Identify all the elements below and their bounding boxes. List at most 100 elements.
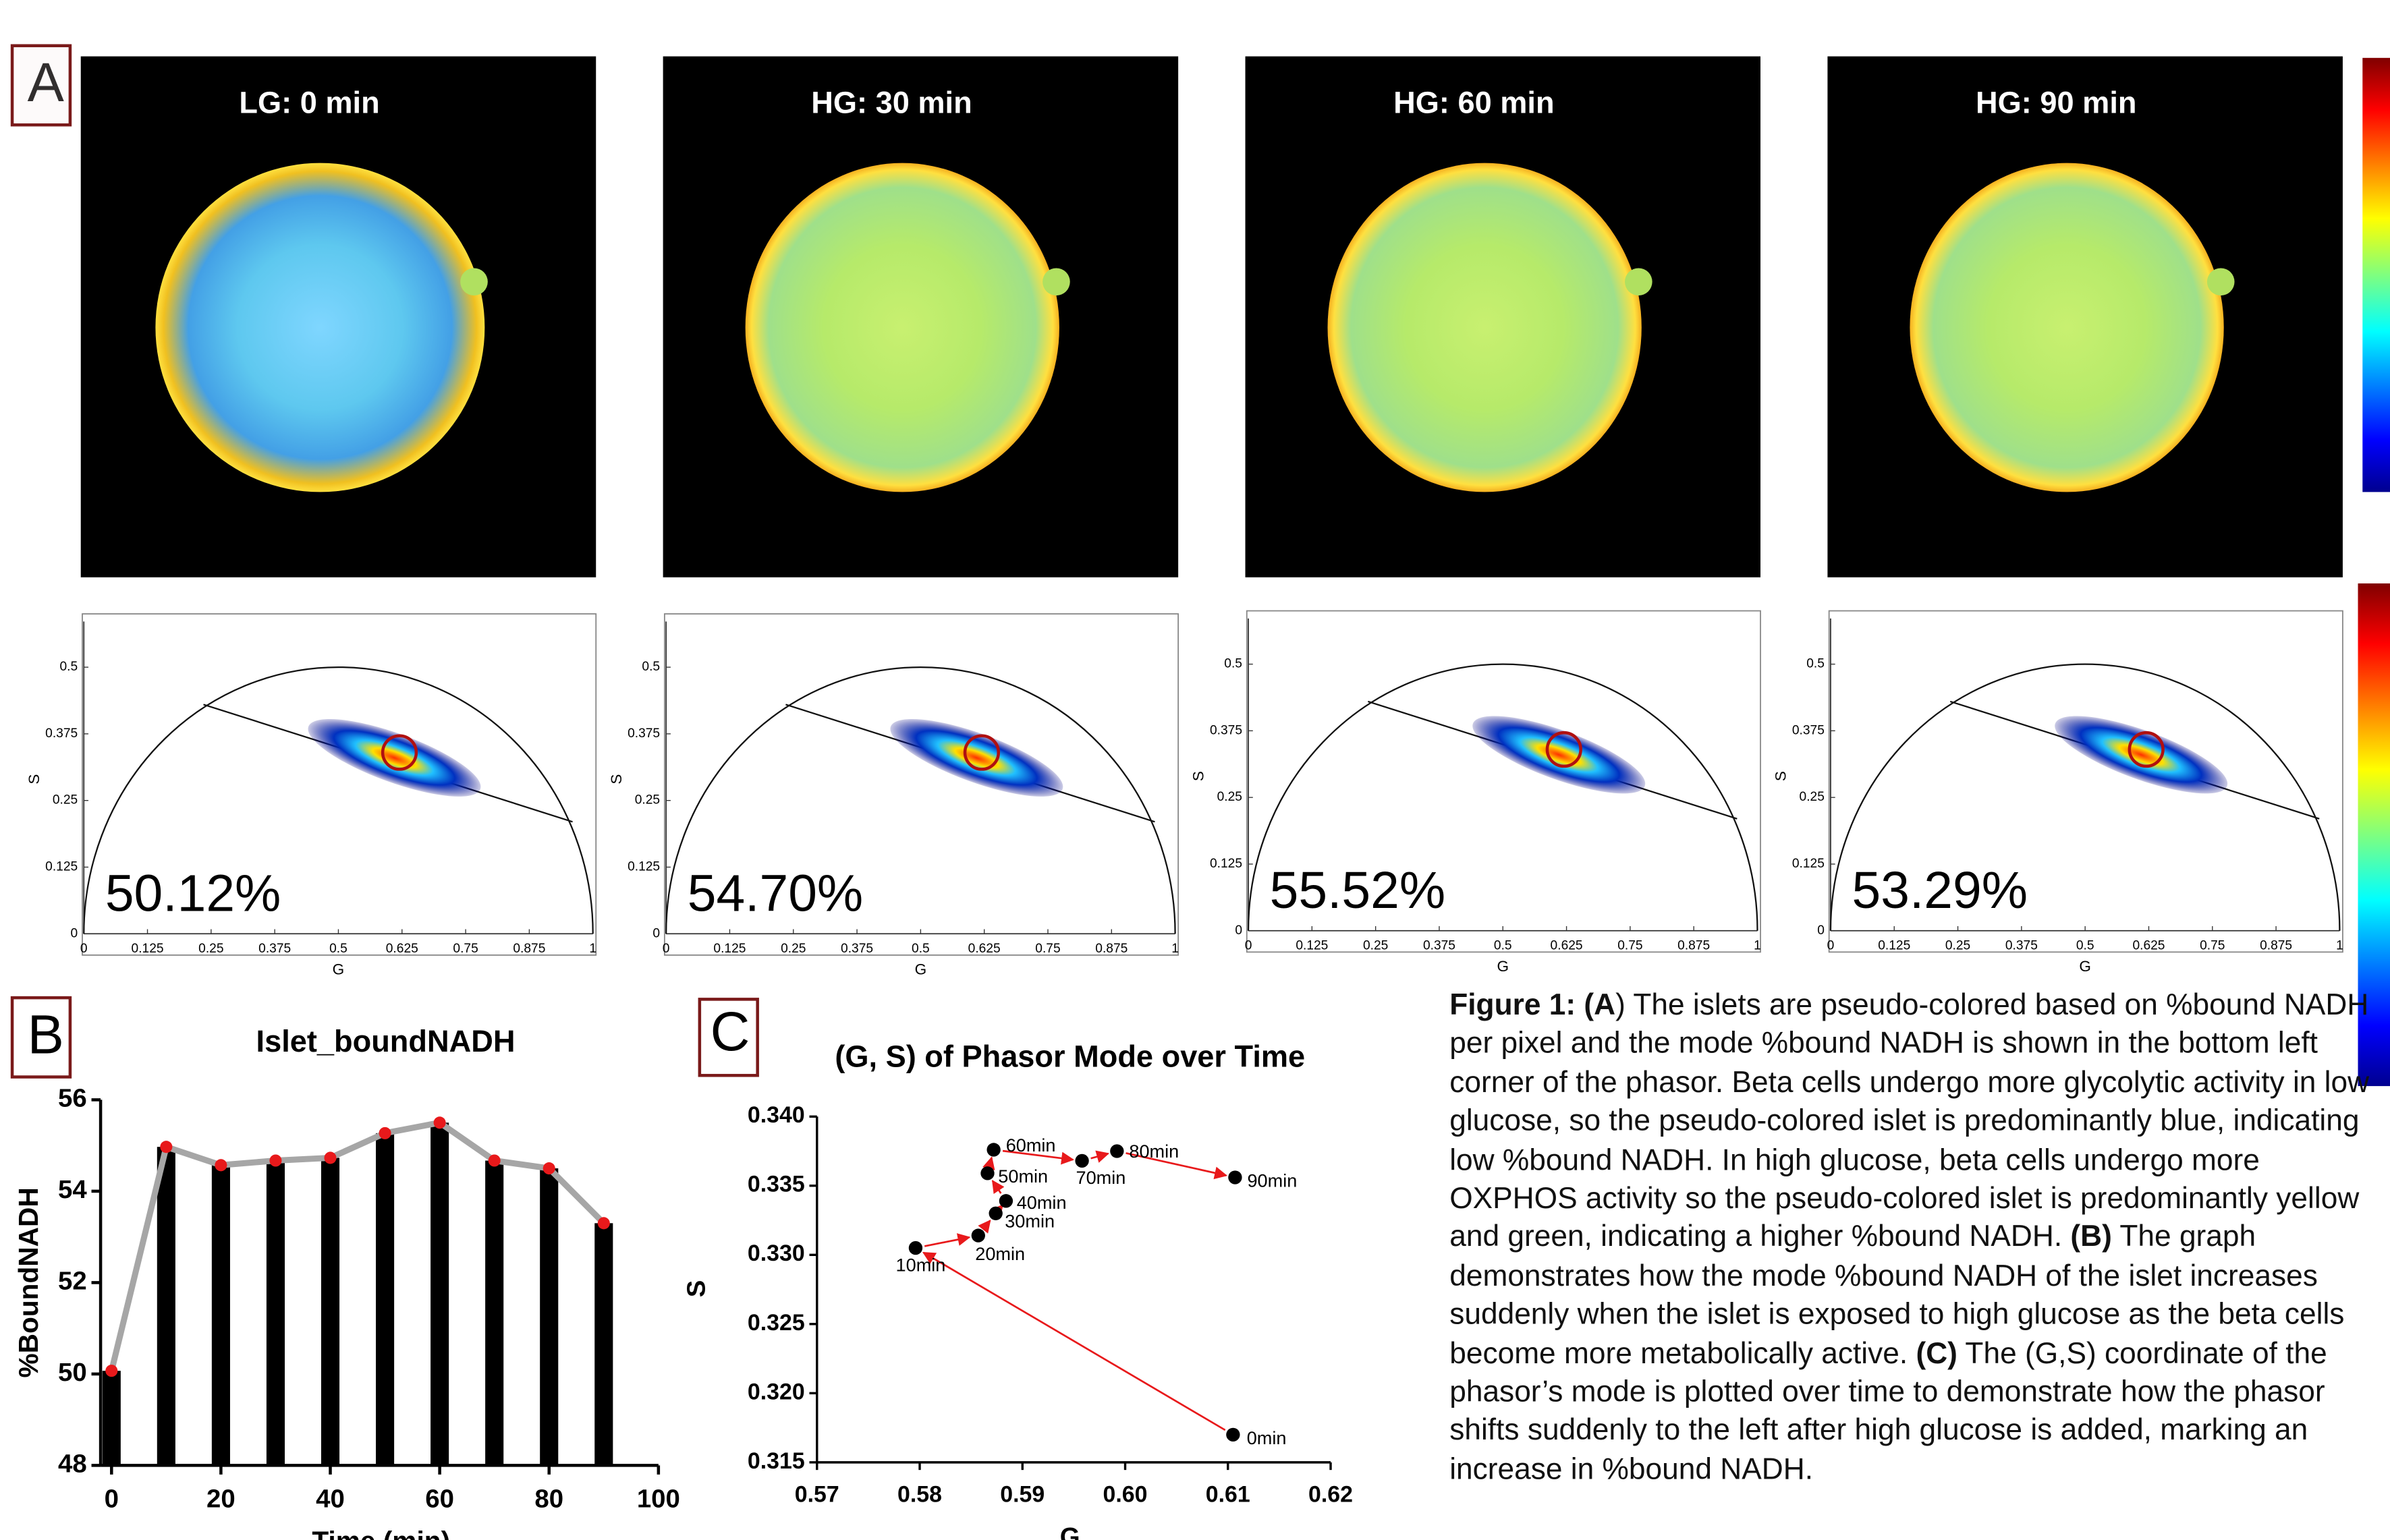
bar [376, 1133, 395, 1466]
marker [324, 1151, 337, 1164]
x-axis-label: G [1497, 958, 1509, 975]
marker [597, 1217, 610, 1230]
x-tick-label: 0.875 [2260, 938, 2292, 952]
arrow [978, 1219, 991, 1234]
point [908, 1240, 923, 1255]
panel-label: A [28, 52, 65, 113]
chart-title: (G, S) of Phasor Mode over Time [835, 1039, 1305, 1073]
bar [594, 1223, 613, 1466]
plot-frame [82, 613, 597, 956]
x-tick-label: 1 [1754, 938, 1761, 952]
y-axis-label: S [608, 774, 625, 785]
y-tick-label: 0.340 [748, 1102, 805, 1128]
point-label: 30min [1005, 1211, 1055, 1232]
marker [105, 1365, 118, 1377]
plot-frame [1246, 610, 1761, 953]
point-label: 80min [1129, 1141, 1179, 1162]
x-tick-label: 0.5 [912, 942, 930, 956]
y-tick-label: 0 [652, 926, 660, 940]
annotation: 54.70% [688, 864, 863, 922]
bar [430, 1122, 449, 1466]
point [980, 1166, 995, 1180]
y-tick-label: 0.375 [45, 726, 78, 741]
x-tick-label: 0.5 [1494, 938, 1512, 952]
universal-circle [83, 666, 594, 934]
x-tick-label: 20 [206, 1484, 235, 1513]
bar [102, 1371, 121, 1466]
point [1226, 1427, 1240, 1442]
y-tick-label: 0.335 [748, 1172, 805, 1197]
point [1110, 1144, 1124, 1158]
y-tick-label: 0.25 [53, 793, 78, 807]
islet-image [155, 163, 485, 492]
arrow [1125, 1152, 1228, 1180]
x-tick-label: 0.57 [795, 1482, 839, 1508]
x-tick-label: 80 [534, 1484, 563, 1513]
y-tick-label: 0.330 [748, 1240, 805, 1266]
y-tick-label: 48 [58, 1450, 87, 1479]
x-tick-label: 0.875 [1677, 938, 1710, 952]
marker [488, 1154, 501, 1167]
point-label: 50min [998, 1166, 1048, 1187]
y-tick-label: 50 [58, 1358, 87, 1387]
x-axis-label: G [333, 961, 345, 977]
x-tick-label: 0.25 [781, 942, 806, 956]
colorbar [2358, 583, 2390, 1087]
colorbar [2362, 57, 2390, 492]
image-title: HG: 90 min [1976, 86, 2136, 120]
marker [379, 1127, 391, 1139]
point [971, 1228, 985, 1243]
image-title: HG: 30 min [811, 86, 972, 120]
x-tick-label: 60 [425, 1484, 454, 1513]
x-axis-label: G [1060, 1522, 1080, 1540]
marker [269, 1154, 282, 1167]
panel-label-box [698, 998, 759, 1077]
bar [321, 1158, 340, 1466]
caption-text: (C) [1916, 1336, 1957, 1371]
x-tick-label: 0.875 [513, 942, 545, 956]
islet-bud [1043, 268, 1070, 296]
cursor [2128, 731, 2165, 768]
y-tick-label: 0 [1235, 923, 1242, 938]
x-tick-label: 1 [589, 942, 596, 956]
x-tick-label: 0.875 [1095, 942, 1128, 956]
x-axis-label: G [2079, 958, 2091, 975]
point-label: 20min [975, 1243, 1025, 1264]
arrow [922, 1251, 1226, 1431]
y-tick-label: 0.375 [1792, 723, 1825, 737]
point [999, 1194, 1013, 1208]
x-tick-label: 0.61 [1206, 1482, 1250, 1508]
universal-circle [1829, 663, 2341, 931]
x-tick-label: 0.625 [2132, 938, 2165, 952]
annotation: 55.52% [1270, 861, 1445, 919]
cursor [381, 734, 418, 771]
panel-label-box [10, 996, 72, 1079]
x-tick-label: 0 [80, 942, 88, 956]
point [1228, 1170, 1242, 1185]
islet-image [745, 163, 1059, 492]
y-tick-label: 0 [1817, 923, 1825, 938]
point [986, 1143, 1001, 1157]
y-tick-label: 54 [58, 1175, 87, 1204]
y-tick-label: 0.375 [1210, 723, 1242, 737]
point-label: 60min [1006, 1135, 1056, 1156]
line [108, 1119, 606, 1372]
y-axis-label: S [1773, 771, 1789, 781]
point-label: 70min [1076, 1167, 1126, 1188]
y-tick-label: 0.5 [642, 660, 660, 674]
point-label: 40min [1017, 1192, 1067, 1213]
x-tick-label: 0.375 [2005, 938, 2038, 952]
cursor [1545, 731, 1582, 768]
x-tick-label: 0.25 [1363, 938, 1388, 952]
x-tick-label: 0.25 [1945, 938, 1970, 952]
y-tick-label: 0.375 [628, 726, 660, 741]
x-tick-label: 0.75 [1035, 942, 1060, 956]
universal-circle [665, 666, 1176, 934]
panel-label: C [711, 1001, 750, 1062]
annotation: 53.29% [1852, 861, 2028, 919]
universal-circle [1247, 663, 1758, 931]
arrow [1090, 1150, 1110, 1163]
x-axis-label: Time (min) [312, 1525, 450, 1540]
